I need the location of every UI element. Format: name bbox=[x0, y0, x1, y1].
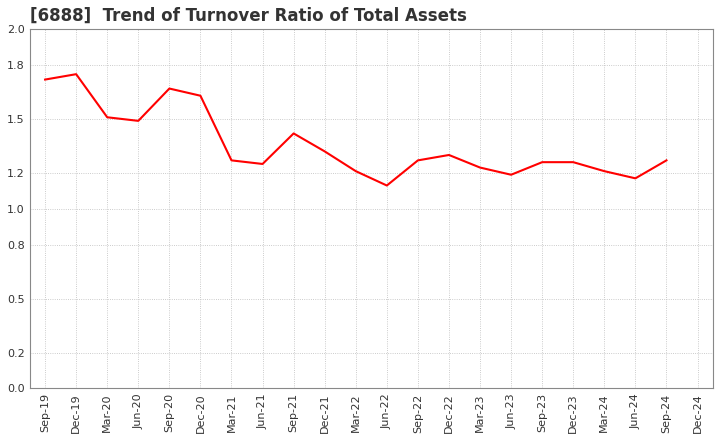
Text: [6888]  Trend of Turnover Ratio of Total Assets: [6888] Trend of Turnover Ratio of Total … bbox=[30, 7, 467, 25]
